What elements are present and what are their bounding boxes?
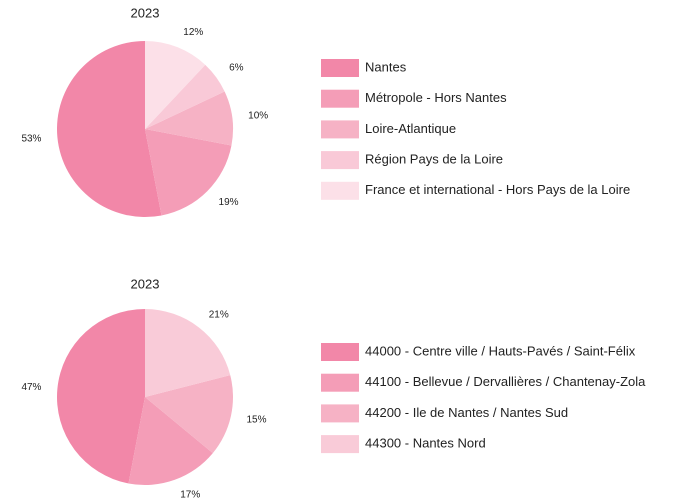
pie-slice	[145, 64, 225, 129]
legend-swatch	[321, 89, 359, 108]
legend-swatch	[321, 435, 359, 454]
legend-label: 44100 - Bellevue / Dervallières / Chante…	[365, 374, 646, 389]
value-label: 47%	[21, 382, 41, 393]
pie-slice	[145, 91, 233, 146]
legend-label: 44200 - Ile de Nantes / Nantes Sud	[365, 405, 568, 420]
value-label: 17%	[180, 489, 200, 500]
pie-slice	[128, 397, 213, 485]
legend-label: Loire-Atlantique	[365, 121, 456, 136]
legend-swatch	[321, 151, 359, 170]
legend-swatch	[321, 181, 359, 200]
value-label: 10%	[248, 111, 268, 122]
chart-title: 2023	[131, 5, 160, 20]
legend-label: 44300 - Nantes Nord	[365, 436, 486, 451]
value-label: 15%	[246, 414, 266, 425]
legend-label: 44000 - Centre ville / Hauts-Pavés / Sai…	[365, 343, 636, 358]
legend-swatch	[321, 59, 359, 77]
legend-label: France et international - Hors Pays de l…	[365, 182, 630, 197]
pie-slice	[57, 309, 146, 484]
legend-swatch	[321, 120, 359, 139]
pie-slice	[57, 41, 162, 217]
legend-label: Nantes	[365, 59, 407, 74]
pie-slice	[145, 375, 234, 454]
legend-swatch	[321, 404, 359, 423]
legend-label: Métropole - Hors Nantes	[365, 90, 507, 105]
legend-label: Région Pays de la Loire	[365, 152, 503, 167]
pie-slice	[145, 129, 232, 216]
pie-slice	[145, 309, 231, 397]
pie-slice	[145, 41, 206, 129]
value-label: 53%	[21, 133, 41, 144]
legend-swatch	[321, 343, 359, 361]
value-label: 21%	[209, 309, 229, 320]
value-label: 6%	[229, 63, 244, 74]
value-label: 19%	[219, 197, 239, 208]
value-label: 12%	[183, 27, 203, 38]
legend-swatch	[321, 373, 359, 392]
chart-title: 2023	[131, 276, 160, 291]
